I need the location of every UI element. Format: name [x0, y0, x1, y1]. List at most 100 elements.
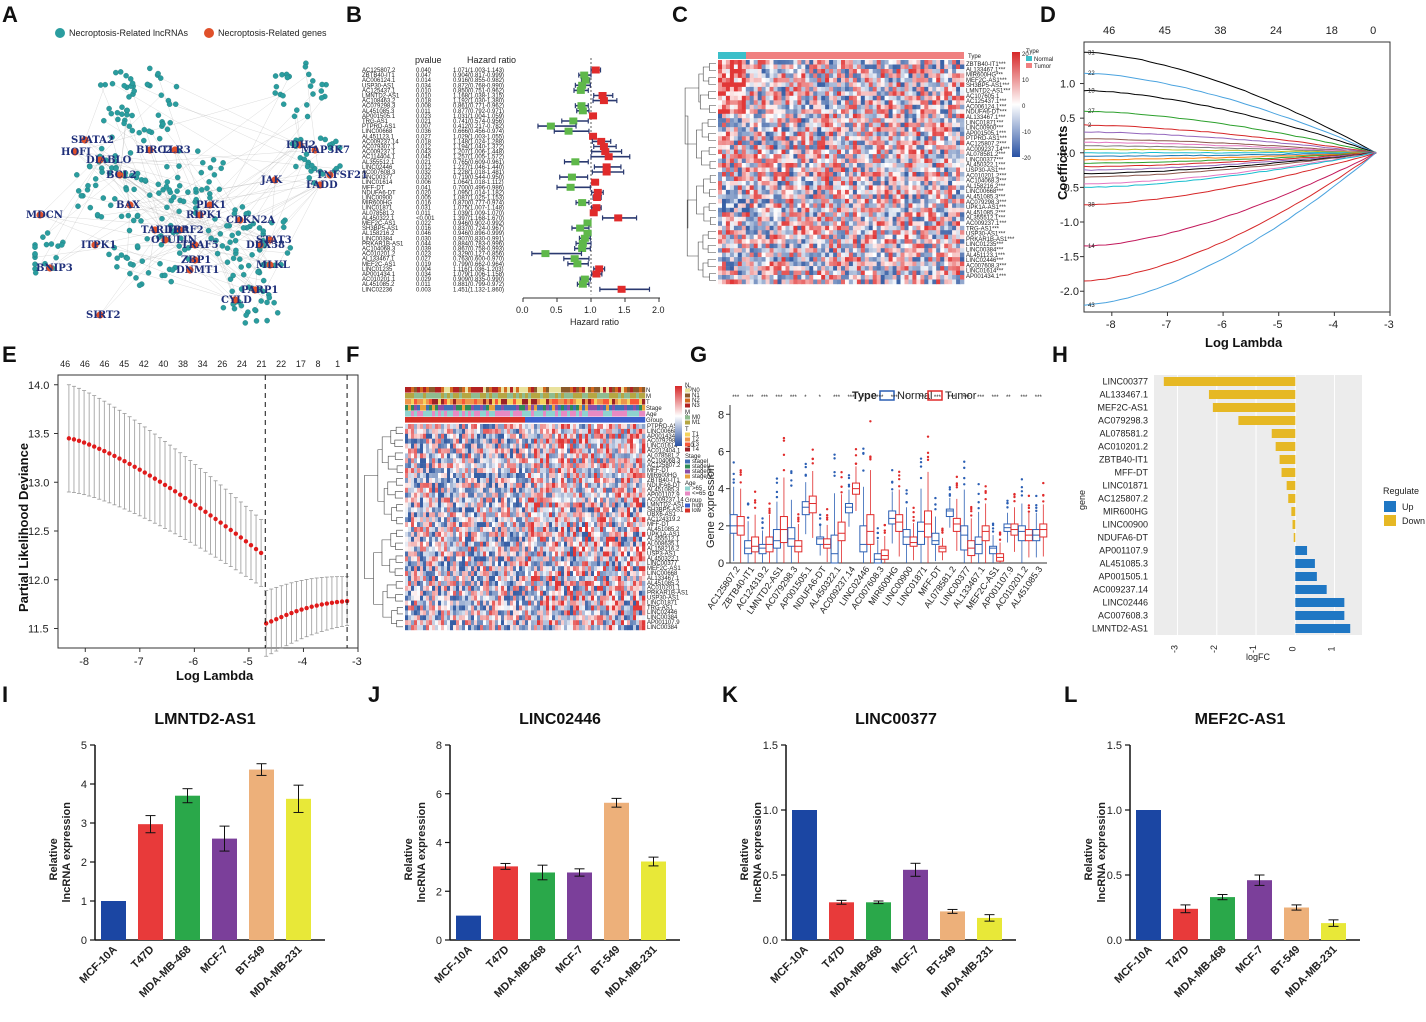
- forest-point: [578, 81, 587, 89]
- heat-cell: [936, 172, 941, 177]
- heat-cell: [805, 109, 810, 114]
- heat-cell: [733, 149, 739, 155]
- heat-cell: [725, 194, 731, 200]
- heat-cell: [920, 252, 925, 258]
- heat-cell: [829, 69, 834, 74]
- heat-cell: [924, 189, 929, 195]
- heat-cell: [741, 275, 747, 280]
- heat-cell: [722, 261, 727, 267]
- heat-cell: [916, 252, 921, 258]
- heat-cell: [761, 239, 766, 244]
- heat-cell: [777, 172, 782, 177]
- heat-cell: [612, 424, 616, 430]
- heat-cell: [833, 109, 838, 114]
- anno-cell: [585, 387, 589, 393]
- lncrna-node: [145, 270, 152, 276]
- heat-cell: [718, 243, 723, 249]
- heat-cell: [852, 167, 858, 173]
- heat-cell: [833, 185, 838, 191]
- heat-cell: [725, 230, 731, 235]
- anno-cell: [423, 405, 427, 411]
- dendro-branch: [697, 241, 703, 271]
- heat-cell: [948, 82, 953, 88]
- heat-cell: [765, 154, 770, 159]
- anno-cell: [642, 411, 646, 417]
- lncrna-node: [243, 312, 249, 318]
- lncrna-node: [242, 320, 249, 326]
- heat-cell: [884, 181, 889, 186]
- heat-cell: [920, 118, 925, 123]
- heat-cell: [904, 221, 909, 226]
- heat-cell: [912, 176, 917, 182]
- heat-cell: [924, 230, 929, 235]
- heat-cell: [781, 207, 786, 213]
- cv-top-tick: 1: [335, 359, 340, 369]
- forest-gene: TRG-AS1: [362, 119, 389, 125]
- heat-cell: [912, 122, 917, 128]
- heat-cell: [916, 198, 921, 204]
- heat-cell: [757, 163, 762, 168]
- heat-cell: [829, 127, 834, 132]
- heat-cell: [833, 118, 838, 123]
- heat-cell: [864, 185, 870, 191]
- heat-cell: [920, 234, 925, 240]
- heat-cell: [817, 221, 822, 226]
- heat-cell: [534, 424, 538, 430]
- heat-cell: [729, 127, 735, 132]
- heat-cell: [944, 69, 949, 74]
- heat-cell: [817, 77, 822, 83]
- heat-cell: [912, 234, 917, 240]
- heat-cell: [904, 77, 909, 83]
- heat-cell: [821, 172, 826, 177]
- heat-cell: [745, 230, 751, 235]
- anno-cell: [498, 417, 502, 423]
- lncrna-node: [240, 225, 247, 231]
- anno-cell: [600, 405, 604, 411]
- heat-cell: [908, 239, 913, 244]
- heat-cell: [956, 127, 961, 132]
- heat-cell: [880, 73, 885, 79]
- lasso-y-tick-label: 1.0: [1060, 79, 1075, 91]
- heat-cell: [948, 248, 953, 253]
- heat-cell: [777, 113, 782, 119]
- heat-cell: [753, 270, 758, 276]
- network-edge: [74, 151, 260, 290]
- heat-cell: [793, 172, 798, 177]
- anno-cell: [516, 393, 520, 399]
- heat-cell: [745, 91, 751, 97]
- heat-cell: [876, 158, 881, 164]
- heat-c-gene: LINC01871***: [966, 120, 1004, 126]
- heat-cell: [737, 154, 743, 159]
- heat-cell: [892, 73, 897, 79]
- heat-cell: [944, 172, 949, 177]
- heat-cell: [813, 100, 818, 105]
- heat-cell: [904, 64, 909, 70]
- anno-cell: [459, 387, 463, 393]
- heat-cell: [777, 60, 782, 65]
- heat-cell: [924, 270, 929, 276]
- heat-cell: [837, 234, 842, 240]
- heat-cell: [773, 203, 778, 209]
- heat-cell: [777, 189, 782, 195]
- heat-cell: [888, 252, 893, 258]
- heat-cell: [932, 77, 937, 83]
- anno-cell: [564, 411, 568, 417]
- anno-cell: [495, 387, 499, 393]
- forest-hr-header: Hazard ratio: [467, 55, 516, 65]
- heat-cell: [932, 181, 937, 186]
- lncrna-node: [260, 262, 266, 268]
- anno-cell: [486, 417, 490, 423]
- heat-cell: [876, 243, 881, 249]
- heat-cell: [801, 149, 806, 155]
- heat-cell: [722, 225, 727, 231]
- heat-cell: [722, 270, 727, 276]
- lncrna-node: [291, 113, 298, 120]
- cv-top-tick: 45: [119, 359, 129, 369]
- heat-cell: [845, 248, 850, 253]
- heat-cell: [948, 257, 953, 262]
- lncrna-node: [127, 150, 134, 156]
- heat-cell: [948, 176, 953, 182]
- forest-hr-text: 0.916(0.855-0.982): [453, 78, 504, 84]
- heat-cell: [872, 270, 877, 276]
- forest-pvalue: 0.039: [416, 247, 432, 253]
